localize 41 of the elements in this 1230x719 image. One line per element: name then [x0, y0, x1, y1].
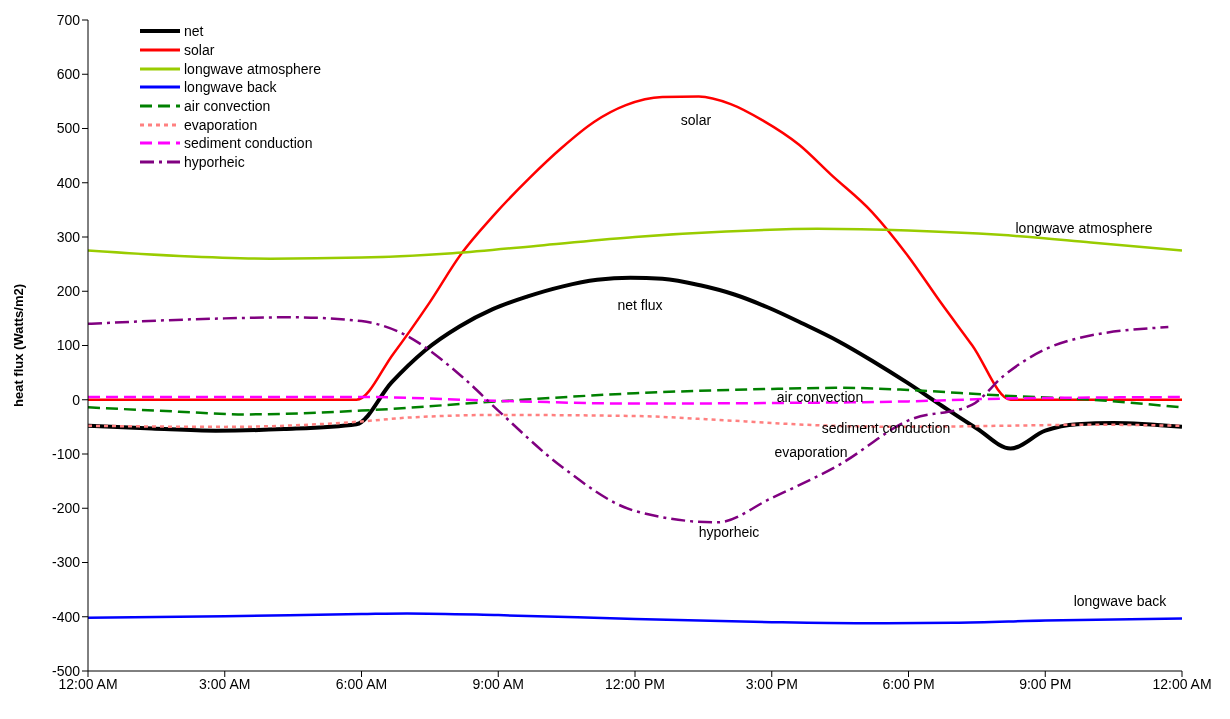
y-tick-label: -300 [51, 554, 81, 571]
annotation: net flux [617, 297, 663, 313]
legend-label: sediment conduction [184, 135, 313, 152]
legend-label: air convection [184, 98, 271, 115]
line-series [88, 386, 1182, 416]
y-tick-label: -100 [51, 445, 81, 462]
y-tick-label: 100 [56, 337, 81, 354]
line-series [88, 612, 1182, 625]
legend-label: evaporation [184, 116, 258, 133]
legend-label: longwave atmosphere [184, 60, 321, 77]
line-series [88, 95, 1182, 401]
annotation: hyporheic [698, 524, 760, 540]
annotation: sediment conduction [821, 420, 951, 436]
x-tick-label: 12:00 PM [605, 675, 665, 692]
x-tick-label: 3:00 PM [745, 675, 798, 692]
line-series [88, 316, 1170, 524]
y-tick-label: 200 [56, 283, 81, 300]
y-tick-label: 300 [56, 228, 81, 245]
x-tick-label: 9:00 AM [472, 675, 524, 692]
legend-label: longwave back [184, 79, 277, 96]
annotation: evaporation [774, 444, 848, 460]
legend-label: solar [184, 42, 215, 59]
annotation: longwave atmosphere [1015, 220, 1153, 236]
y-tick-label: 700 [56, 11, 81, 28]
annotation: solar [680, 112, 712, 128]
y-tick-label: 400 [56, 174, 81, 191]
y-tick-label: -400 [51, 608, 81, 625]
y-tick-label: 500 [56, 120, 81, 137]
x-tick-label: 6:00 AM [335, 675, 388, 692]
y-tick-label: 600 [56, 66, 81, 83]
x-tick-label: 6:00 PM [882, 675, 935, 692]
legend-label: hyporheic [184, 154, 245, 171]
x-tick-label: 3:00 AM [199, 675, 251, 692]
y-axis-title: heat flux (Watts/m2) [10, 283, 26, 408]
annotation: longwave back [1073, 593, 1167, 609]
annotation: air convection [776, 389, 864, 405]
x-tick-label: 12:00 AM [1152, 675, 1212, 692]
legend-label: net [184, 23, 204, 40]
y-tick-label: -200 [51, 500, 81, 517]
y-tick-label: 0 [72, 391, 81, 408]
x-tick-label: 9:00 PM [1019, 675, 1072, 692]
